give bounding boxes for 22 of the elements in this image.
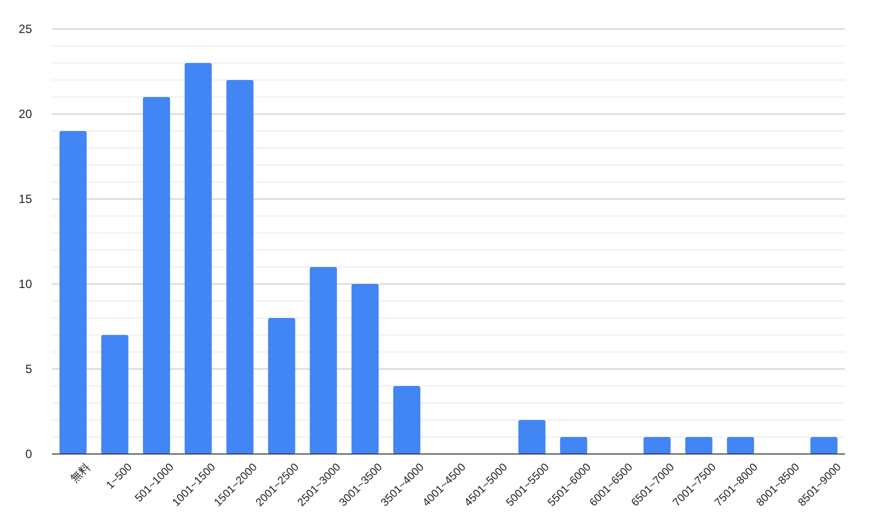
bar — [101, 335, 128, 454]
y-tick-label: 0 — [25, 446, 32, 461]
bar — [226, 80, 254, 454]
y-tick-label: 15 — [18, 192, 32, 206]
bar — [644, 437, 671, 454]
bar — [726, 437, 754, 454]
bar — [685, 437, 712, 454]
bar — [184, 63, 212, 454]
bar — [310, 267, 337, 454]
bar — [393, 386, 420, 454]
bar — [142, 97, 170, 454]
bar — [560, 437, 588, 454]
y-tick-label: 10 — [18, 276, 32, 291]
x-tick-label: 無料 — [68, 460, 93, 486]
bar — [60, 131, 87, 454]
bar — [268, 318, 296, 454]
bar — [352, 284, 379, 454]
bar — [810, 437, 838, 454]
bar — [518, 420, 546, 454]
y-tick-label: 25 — [18, 22, 32, 36]
y-tick-label: 5 — [25, 362, 32, 376]
y-tick-label: 20 — [18, 106, 32, 121]
